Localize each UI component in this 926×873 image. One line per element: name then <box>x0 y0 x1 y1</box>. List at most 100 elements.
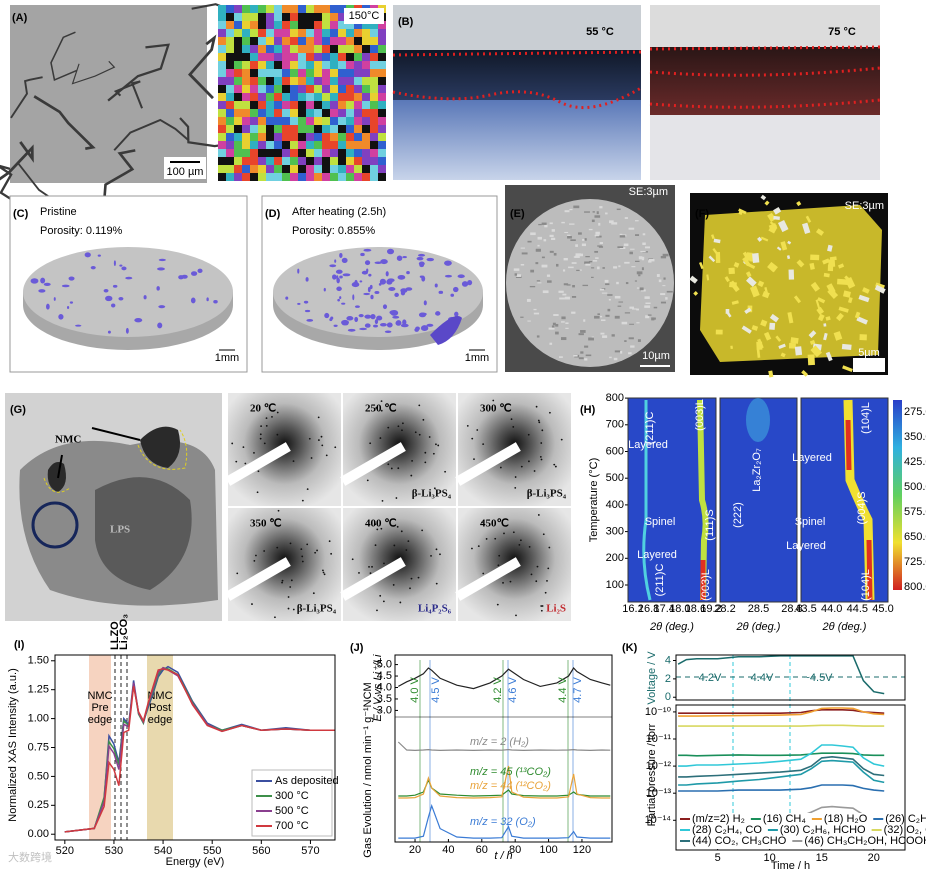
pore <box>305 277 309 282</box>
pore <box>423 300 427 306</box>
grain <box>636 308 639 311</box>
pore <box>352 294 355 301</box>
ebsd-grain <box>282 101 290 109</box>
grain <box>598 222 601 226</box>
beam-stop <box>455 442 521 486</box>
crack <box>0 141 34 181</box>
grain <box>591 219 595 223</box>
spot <box>387 426 390 429</box>
ebsd-grain <box>274 149 282 157</box>
pore <box>382 304 388 310</box>
pore <box>359 280 363 283</box>
ebsd-grain <box>378 141 386 149</box>
spot <box>533 470 536 472</box>
particle <box>787 311 794 324</box>
ebsd-grain <box>362 69 370 77</box>
crack <box>10 76 43 119</box>
spot <box>401 422 404 425</box>
spot <box>528 460 530 463</box>
ebsd-grain <box>354 157 362 165</box>
particle-label: NMC <box>55 434 81 446</box>
pore <box>390 309 399 316</box>
pore <box>121 266 127 271</box>
ebsd-grain <box>330 53 338 61</box>
ebsd-grain <box>370 101 378 109</box>
spot <box>492 399 495 402</box>
ebsd-grain <box>258 61 266 69</box>
spot <box>535 580 538 583</box>
legend-label: 700 °C <box>275 820 309 832</box>
x-tick-label: 5 <box>715 852 721 864</box>
ebsd-grain <box>330 133 338 141</box>
spot <box>292 460 295 462</box>
cutoff-label: 4.6 V <box>507 676 519 702</box>
crack <box>188 34 217 100</box>
x-tick-label: 44.0 <box>821 603 842 615</box>
ebsd-grain <box>266 45 274 53</box>
grain <box>562 293 567 296</box>
pressure-line <box>678 724 885 727</box>
ebsd-grain <box>242 173 250 181</box>
ebsd-grain <box>306 13 314 21</box>
ebsd-grain <box>290 45 298 53</box>
grain <box>535 262 539 265</box>
pore <box>337 298 340 302</box>
particle <box>843 290 851 298</box>
ebsd-grain <box>290 77 298 85</box>
grain <box>641 289 646 292</box>
grain <box>591 267 595 269</box>
grain <box>569 208 573 211</box>
grain <box>644 305 651 308</box>
particle <box>742 251 751 262</box>
ebsd-grain <box>290 29 298 37</box>
grain <box>666 290 673 293</box>
pore <box>369 284 373 290</box>
grain <box>609 356 612 359</box>
ebsd-grain <box>338 109 346 117</box>
ebsd-grain <box>274 117 282 125</box>
grain <box>631 266 636 268</box>
ebsd-grain <box>250 149 258 157</box>
ebsd-grain <box>234 173 242 181</box>
spot <box>514 486 517 489</box>
spot <box>270 518 273 520</box>
pressure-line <box>678 709 885 714</box>
pore <box>418 261 425 266</box>
label: 55 °C <box>586 26 614 38</box>
panel-label: (D) <box>265 208 281 220</box>
grain <box>663 277 666 280</box>
ebsd-grain <box>242 101 250 109</box>
particle <box>729 281 737 288</box>
beam-stop <box>225 557 291 601</box>
spot <box>435 443 437 446</box>
temperature: 400 ℃ <box>365 518 397 530</box>
pore <box>467 280 473 286</box>
grain <box>618 301 624 303</box>
ebsd-grain <box>234 101 242 109</box>
ebsd-grain <box>282 125 290 133</box>
ebsd-grain <box>362 165 370 173</box>
spot <box>317 439 320 441</box>
pore <box>434 283 438 288</box>
particle <box>805 215 812 223</box>
pellet-top <box>23 247 233 337</box>
ebsd-grain <box>322 45 330 53</box>
ebsd-grain <box>314 21 322 29</box>
pore <box>66 306 70 309</box>
ebsd-grain <box>298 69 306 77</box>
grain <box>648 258 655 262</box>
ebsd-grain <box>250 117 258 125</box>
y-tick-label: 1.50 <box>28 655 49 667</box>
particle <box>810 254 820 261</box>
spot <box>330 552 333 555</box>
ebsd-grain <box>274 109 282 117</box>
pore <box>374 319 379 325</box>
grain <box>608 298 611 301</box>
spot <box>494 537 497 540</box>
y-tick-label: 4.0 <box>377 681 392 693</box>
x-tick-label: 16.2 <box>622 603 643 615</box>
particle <box>733 261 740 268</box>
spot <box>435 582 438 585</box>
y-tick-label: 0.50 <box>28 770 49 782</box>
y-axis-label: Partial pressure / torr <box>646 723 658 826</box>
